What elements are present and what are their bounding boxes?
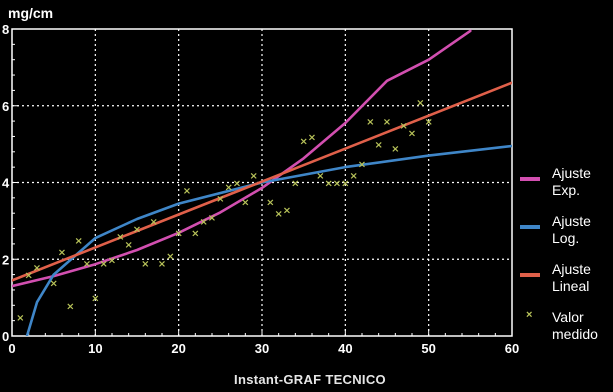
data-point: × [141,259,149,270]
data-point: × [49,278,57,289]
y-tick-label: 6 [2,99,9,114]
data-point: × [283,205,291,216]
data-point: × [191,228,199,239]
data-point: × [383,117,391,128]
legend-swatch-log [520,225,540,229]
data-point: × [416,98,424,109]
x-tick-label: 0 [8,341,15,356]
data-point: × [216,194,224,205]
y-tick-label: 2 [2,252,9,267]
data-point: × [274,209,282,220]
legend-label-exp-line1: Ajuste [552,165,591,181]
data-point: × [291,179,299,190]
data-point: × [374,140,382,151]
data-point: × [83,259,91,270]
data-point: × [224,182,232,193]
data-point: × [149,217,157,228]
data-point: × [358,159,366,170]
y-tick-label: 0 [2,329,9,344]
data-point: × [333,179,341,190]
data-point: × [391,144,399,155]
series-line-ajuste-lineal [12,81,512,282]
x-tick-label: 20 [171,341,185,356]
legend-item-measured: × Valor medido [520,309,613,357]
legend-item-log: Ajuste Log. [520,213,613,261]
data-point: × [341,179,349,190]
data-point: × [399,121,407,132]
legend-label-log-line1: Ajuste [552,213,591,229]
x-tick-label: 50 [421,341,435,356]
data-point: × [299,136,307,147]
data-point: × [58,248,66,259]
y-tick-label: 8 [2,22,9,37]
legend-label-exp-line2: Exp. [552,182,581,198]
data-point: × [66,301,74,312]
data-point: × [208,213,216,224]
y-axis-label: mg/cm [8,5,54,21]
data-point: × [349,171,357,182]
data-point: × [133,225,141,236]
data-point: × [366,117,374,128]
x-tick-label: 60 [505,341,519,356]
data-point: × [108,255,116,266]
data-point: × [266,198,274,209]
series-line-ajuste-exp [12,29,472,288]
data-point: × [124,240,132,251]
data-point: × [324,179,332,190]
x-tick-label: 30 [255,341,269,356]
data-point: × [316,171,324,182]
legend-swatch-lineal [520,273,540,277]
x-tick-label: 10 [88,341,102,356]
data-point: × [424,117,432,128]
legend-marker-x-icon: × [526,309,533,321]
data-point: × [199,217,207,228]
data-point: × [74,236,82,247]
data-point: × [33,263,41,274]
data-point: × [241,198,249,209]
legend-item-exp: Ajuste Exp. [520,165,613,213]
data-point: × [166,251,174,262]
x-tick-label: 40 [338,341,352,356]
legend-item-lineal: Ajuste Lineal [520,261,613,309]
x-axis-label: Instant-GRAF TECNICO [234,372,386,387]
data-point: × [158,259,166,270]
data-point: × [116,232,124,243]
legend-label-measured-line1: Valor [552,309,584,325]
legend: Ajuste Exp. Ajuste Log. Ajuste Lineal × … [520,165,613,357]
data-point: × [249,171,257,182]
data-point: × [24,271,32,282]
data-point: × [99,259,107,270]
legend-swatch-exp [520,177,540,181]
y-tick-label: 4 [2,176,10,191]
legend-label-lineal-line2: Lineal [552,278,590,294]
series-line-ajuste-log [25,144,512,336]
data-point: × [308,132,316,143]
data-point: × [233,179,241,190]
data-point: × [408,129,416,140]
legend-label-measured-line2: medido [552,326,598,342]
data-point: × [16,313,24,324]
data-point: × [174,228,182,239]
legend-label-lineal-line1: Ajuste [552,261,591,277]
legend-label-log-line2: Log. [552,230,580,246]
data-point: × [91,294,99,305]
data-point: × [183,186,191,197]
